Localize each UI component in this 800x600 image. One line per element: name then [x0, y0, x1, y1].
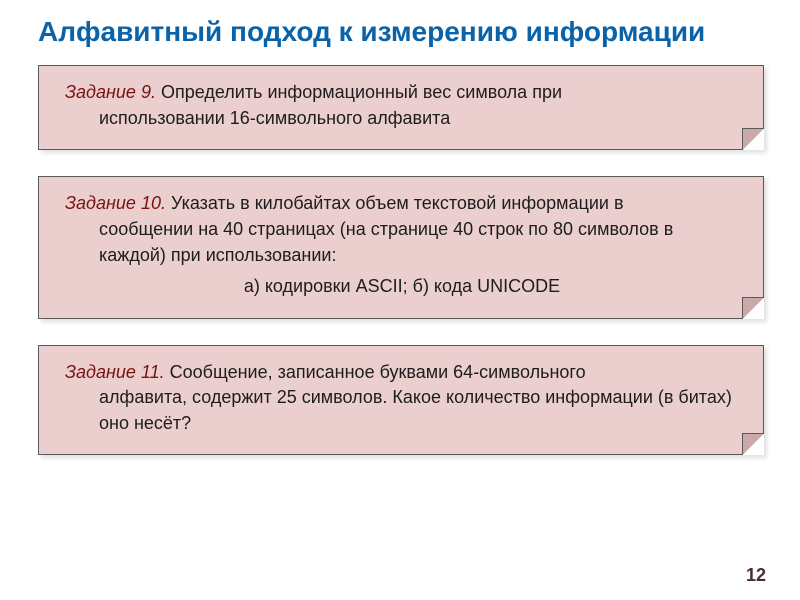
page-number: 12 — [746, 565, 766, 586]
task-11-text: Задание 11. Сообщение, записанное буквам… — [63, 360, 739, 437]
fold-icon — [742, 297, 764, 319]
task-box-11: Задание 11. Сообщение, записанное буквам… — [38, 345, 764, 456]
task-9-label: Задание 9. — [65, 82, 156, 102]
task-10-cont: сообщении на 40 страницах (на странице 4… — [65, 217, 739, 268]
task-10-lead: Указать в килобайтах объем текстовой инф… — [166, 193, 624, 213]
task-box-9: Задание 9. Определить информационный вес… — [38, 65, 764, 150]
task-9-cont: использовании 16-символьного алфавита — [65, 106, 739, 132]
task-box-10: Задание 10. Указать в килобайтах объем т… — [38, 176, 764, 318]
slide: Алфавитный подход к измерению информации… — [0, 0, 800, 600]
task-11-label: Задание 11. — [65, 362, 165, 382]
task-10-label: Задание 10. — [65, 193, 166, 213]
task-9-lead: Определить информационный вес символа пр… — [156, 82, 562, 102]
task-9-text: Задание 9. Определить информационный вес… — [63, 80, 739, 131]
task-11-lead: Сообщение, записанное буквами 64-символь… — [165, 362, 586, 382]
fold-icon — [742, 433, 764, 455]
task-11-cont: алфавита, содержит 25 символов. Какое ко… — [65, 385, 739, 436]
task-10-center: а) кодировки ASCII; б) кода UNICODE — [65, 274, 739, 300]
task-10-text: Задание 10. Указать в килобайтах объем т… — [63, 191, 739, 299]
slide-title: Алфавитный подход к измерению информации — [38, 16, 764, 47]
fold-icon — [742, 128, 764, 150]
